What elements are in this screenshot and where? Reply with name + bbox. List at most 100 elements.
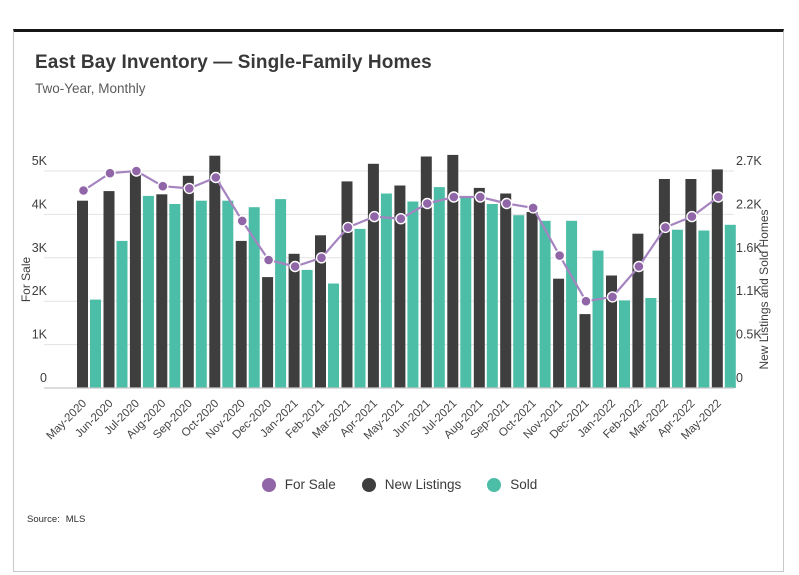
- legend-label: Sold: [510, 477, 538, 492]
- bar-new-listings: [341, 181, 353, 388]
- bar-new-listings: [420, 156, 432, 388]
- bar-sold: [222, 200, 234, 388]
- line-marker: [501, 197, 513, 210]
- line-marker: [130, 165, 143, 177]
- right-axis-title: New Listings and Sold Homes: [757, 209, 771, 369]
- right-axis-tick: 1.6K: [736, 241, 762, 255]
- line-marker: [712, 191, 724, 203]
- line-marker: [210, 171, 222, 184]
- source-value: MLS: [65, 514, 86, 525]
- sold-marker-icon: [487, 477, 502, 492]
- line-marker: [368, 210, 381, 223]
- source-label: Source:: [27, 514, 60, 525]
- left-axis-tick: 2K: [32, 284, 48, 298]
- left-axis-tick: 0: [40, 371, 47, 385]
- bar-new-listings: [77, 200, 88, 388]
- left-axis-tick: 4K: [32, 197, 48, 211]
- for-sale-marker-icon: [261, 477, 276, 492]
- line-marker: [527, 202, 539, 214]
- bar-sold: [698, 230, 710, 388]
- left-axis-title: For Sale: [19, 257, 33, 303]
- line-marker: [448, 191, 460, 203]
- bar-sold: [116, 240, 128, 388]
- line-marker: [262, 254, 275, 266]
- bar-sold: [433, 187, 445, 388]
- right-axis-tick: 2.2K: [736, 197, 762, 211]
- line-marker: [633, 260, 645, 273]
- bar-new-listings: [632, 233, 644, 388]
- bar-new-listings: [711, 169, 723, 388]
- bar-sold: [619, 300, 630, 388]
- right-axis-tick: 1.1K: [736, 284, 762, 298]
- bar-sold: [645, 298, 657, 388]
- left-axis-tick: 1K: [32, 328, 48, 342]
- chart-header: East Bay Inventory — Single-Family Homes…: [35, 52, 432, 96]
- right-axis-tick: 2.7K: [736, 154, 762, 168]
- line-marker: [183, 182, 196, 195]
- legend-label: For Sale: [284, 477, 336, 492]
- bar-sold: [195, 200, 207, 388]
- source-note: Source: MLS: [27, 514, 85, 525]
- bar-sold: [90, 299, 101, 388]
- bar-new-listings: [315, 235, 326, 388]
- bar-sold: [513, 215, 525, 388]
- bar-sold: [380, 193, 392, 388]
- bar-new-listings: [367, 163, 379, 388]
- bar-new-listings: [103, 191, 115, 388]
- bar-sold: [407, 201, 419, 388]
- bar-new-listings: [447, 154, 459, 388]
- bar-new-listings: [156, 194, 168, 388]
- bar-sold: [301, 269, 313, 388]
- bar-new-listings: [606, 275, 617, 388]
- line-marker: [686, 210, 698, 223]
- bar-new-listings: [473, 187, 485, 388]
- bar-new-listings: [129, 172, 141, 388]
- bar-sold: [142, 195, 154, 388]
- bar-sold: [460, 197, 472, 388]
- bar-sold: [592, 250, 604, 388]
- bar-sold: [671, 229, 683, 388]
- bars-group: [77, 154, 736, 388]
- legend-label: New Listings: [384, 477, 462, 492]
- bar-new-listings: [235, 240, 247, 388]
- legend-item-new-listings: New Listings: [361, 477, 462, 492]
- left-axis-tick: 5K: [32, 154, 48, 168]
- line-marker: [236, 215, 248, 227]
- bar-sold: [275, 199, 287, 388]
- bar-sold: [328, 283, 339, 388]
- legend-item-for-sale: For Sale: [261, 477, 336, 492]
- bar-new-listings: [209, 155, 221, 388]
- bar-sold: [354, 228, 366, 388]
- bar-new-listings: [553, 278, 565, 388]
- line-marker: [342, 221, 354, 234]
- chart-legend: For Sale New Listings Sold: [0, 477, 799, 492]
- line-marker: [157, 180, 169, 192]
- page-subtitle: Two-Year, Monthly: [35, 81, 146, 96]
- bar-sold: [169, 204, 181, 388]
- new-listings-marker-icon: [361, 477, 376, 492]
- bar-sold: [724, 224, 736, 388]
- line-marker: [395, 212, 407, 225]
- line-marker: [474, 191, 486, 203]
- bar-new-listings: [262, 277, 274, 388]
- right-axis-tick: 0: [736, 371, 743, 385]
- line-marker: [77, 184, 90, 197]
- line-marker: [104, 167, 116, 179]
- bar-new-listings: [579, 314, 591, 388]
- bar-new-listings: [182, 175, 194, 388]
- line-marker: [421, 197, 433, 210]
- bar-new-listings: [500, 193, 512, 388]
- bar-sold: [566, 220, 578, 388]
- line-marker: [289, 260, 301, 273]
- bar-new-listings: [288, 253, 300, 388]
- legend-item-sold: Sold: [487, 477, 537, 492]
- bar-new-listings: [685, 179, 697, 388]
- bar-sold: [248, 207, 260, 388]
- line-marker: [315, 252, 328, 264]
- bar-sold: [486, 204, 498, 388]
- line-marker: [580, 295, 592, 307]
- bar-new-listings: [658, 179, 670, 388]
- bar-new-listings: [394, 185, 406, 388]
